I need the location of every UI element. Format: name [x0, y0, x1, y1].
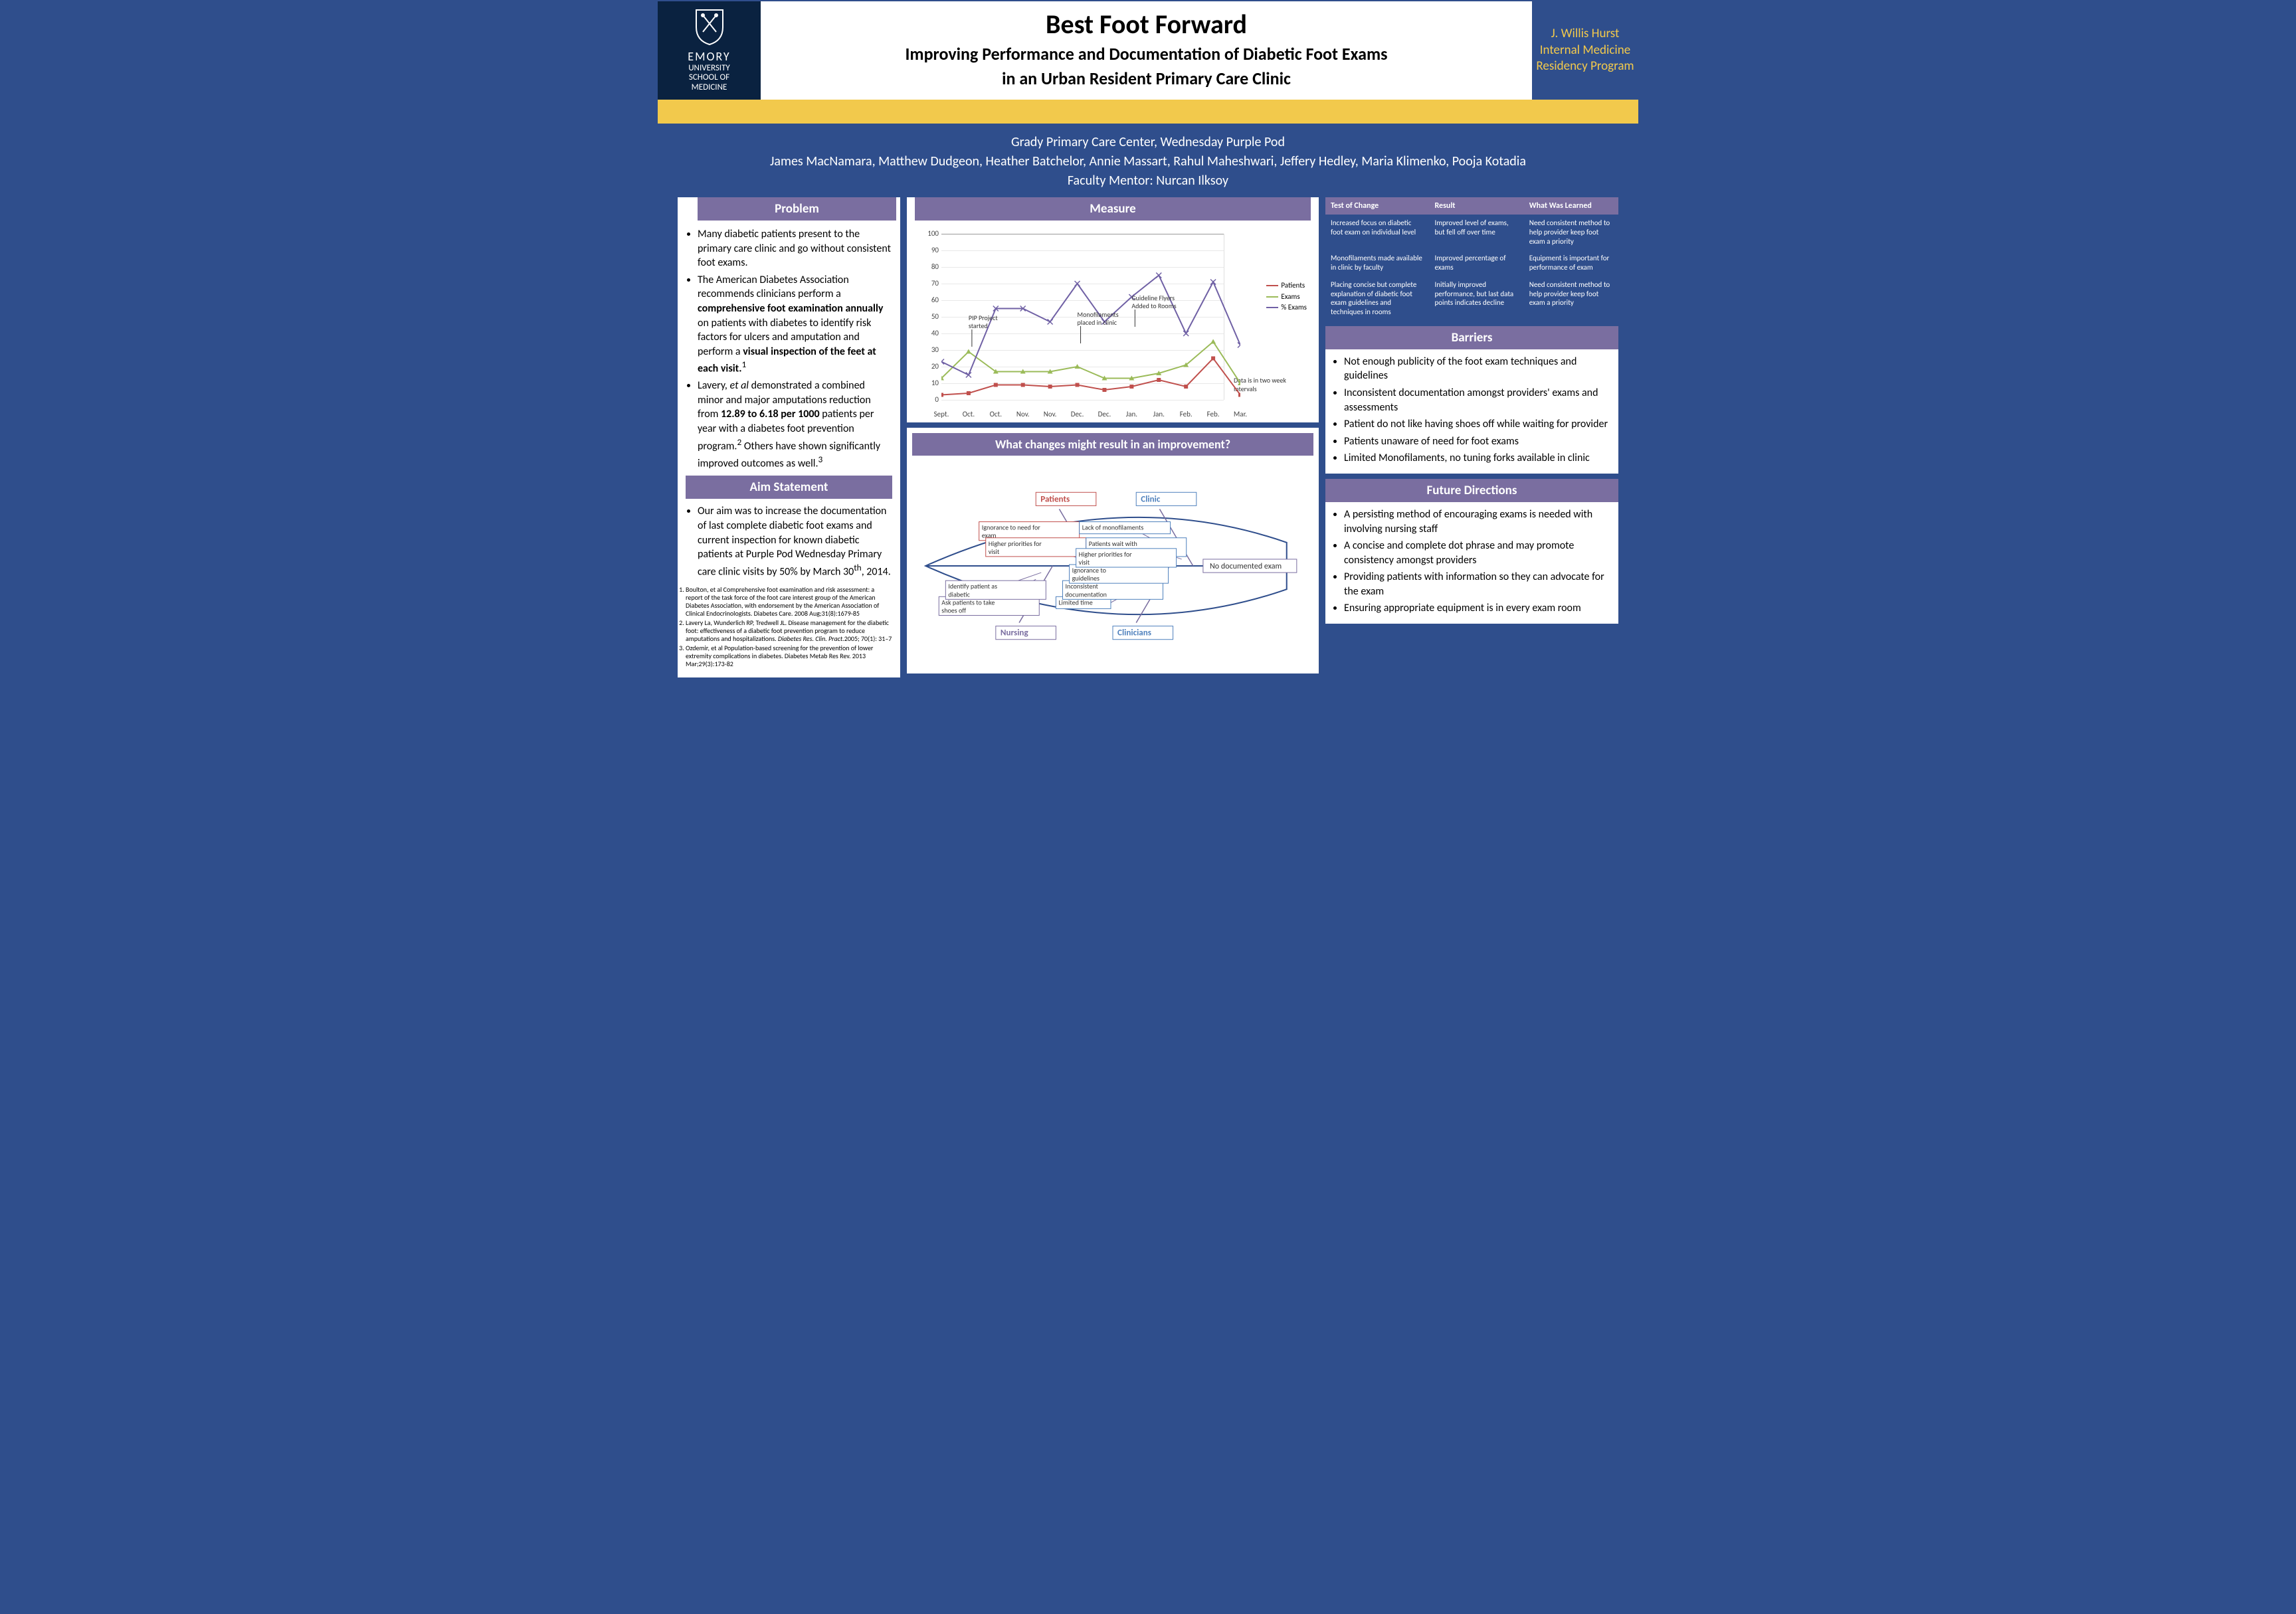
- poster-subtitle-1: Improving Performance and Documentation …: [774, 43, 1519, 65]
- table-cell: Placing concise but complete explanation…: [1325, 276, 1429, 321]
- problem-header: Problem: [698, 197, 896, 221]
- logo-line-3: MEDICINE: [688, 83, 730, 92]
- table-header: What Was Learned: [1524, 197, 1618, 215]
- poster-subtitle-2: in an Urban Resident Primary Care Clinic: [774, 68, 1519, 90]
- table-cell: Need consistent method to help provider …: [1524, 276, 1618, 321]
- measure-panel: Measure PatientsExams% Exams Data is in …: [907, 197, 1319, 422]
- tests-table: Test of ChangeResultWhat Was Learned Incr…: [1325, 197, 1618, 321]
- table-header: Result: [1429, 197, 1523, 215]
- header: EMORY UNIVERSITY SCHOOL OF MEDICINE Best…: [658, 0, 1638, 100]
- svg-text:Clinic: Clinic: [1141, 493, 1161, 504]
- table-cell: Improved percentage of exams: [1429, 250, 1523, 276]
- authors-center: Grady Primary Care Center, Wednesday Pur…: [678, 133, 1618, 152]
- measure-chart: PatientsExams% Exams Data is in two week…: [915, 227, 1311, 420]
- svg-text:Nursing: Nursing: [1001, 628, 1029, 638]
- problem-list: Many diabetic patients present to the pr…: [686, 227, 892, 470]
- fishbone-title: What changes might result in an improvem…: [912, 433, 1313, 456]
- problem-panel: Problem Many diabetic patients present t…: [678, 197, 900, 677]
- table-header: Test of Change: [1325, 197, 1429, 215]
- svg-text:Monofilamentsplaced in clinic: Monofilamentsplaced in clinic: [1078, 310, 1119, 327]
- table-cell: Increased focus on diabetic foot exam on…: [1325, 215, 1429, 250]
- logo: EMORY UNIVERSITY SCHOOL OF MEDICINE: [658, 1, 761, 100]
- aim-header: Aim Statement: [686, 476, 892, 499]
- future-list: A persisting method of encouraging exams…: [1332, 507, 1612, 616]
- logo-line-2: SCHOOL OF: [688, 73, 730, 82]
- svg-text:Lack of monofilaments: Lack of monofilaments: [1082, 523, 1144, 532]
- future-header: Future Directions: [1325, 479, 1618, 502]
- svg-text:PIP Projectstarted: PIP Projectstarted: [969, 314, 998, 330]
- fishbone-panel: What changes might result in an improvem…: [907, 428, 1319, 673]
- logo-line-0: EMORY: [688, 50, 730, 64]
- table-cell: Equipment is important for performance o…: [1524, 250, 1618, 276]
- svg-text:Clinicians: Clinicians: [1117, 628, 1151, 638]
- authors-block: Grady Primary Care Center, Wednesday Pur…: [658, 124, 1638, 197]
- svg-text:Patients: Patients: [1040, 493, 1070, 504]
- table-cell: Initially improved performance, but last…: [1429, 276, 1523, 321]
- barriers-list: Not enough publicity of the foot exam te…: [1332, 355, 1612, 466]
- aim-text: Our aim was to increase the documentatio…: [698, 504, 892, 579]
- references: Boulton, et al Comprehensive foot examin…: [686, 586, 892, 668]
- chart-note: Data is in two week intervals: [1234, 376, 1307, 393]
- authors-mentor: Faculty Mentor: Nurcan Ilksoy: [678, 171, 1618, 191]
- future-panel: Future Directions A persisting method of…: [1325, 479, 1618, 624]
- fishbone-diagram: No documented examPatientsIgnorance to n…: [912, 460, 1313, 672]
- shield-icon: [693, 9, 726, 45]
- table-cell: Monofilaments made available in clinic b…: [1325, 250, 1429, 276]
- table-cell: Improved level of exams, but fell off ov…: [1429, 215, 1523, 250]
- title-area: Best Foot Forward Improving Performance …: [761, 1, 1532, 100]
- gold-bar: [658, 100, 1638, 124]
- authors-names: James MacNamara, Matthew Dudgeon, Heathe…: [678, 152, 1618, 171]
- poster-title: Best Foot Forward: [774, 8, 1519, 41]
- measure-header: Measure: [915, 197, 1311, 221]
- svg-text:No documented exam: No documented exam: [1210, 561, 1282, 571]
- barriers-panel: Barriers Not enough publicity of the foo…: [1325, 326, 1618, 474]
- program-box: J. Willis Hurst Internal Medicine Reside…: [1532, 1, 1638, 100]
- logo-line-1: UNIVERSITY: [688, 64, 730, 73]
- table-cell: Need consistent method to help provider …: [1524, 215, 1618, 250]
- chart-legend: PatientsExams% Exams: [1266, 280, 1307, 314]
- barriers-header: Barriers: [1325, 326, 1618, 349]
- svg-text:Guideline FlyersAdded to Rooms: Guideline FlyersAdded to Rooms: [1131, 294, 1176, 310]
